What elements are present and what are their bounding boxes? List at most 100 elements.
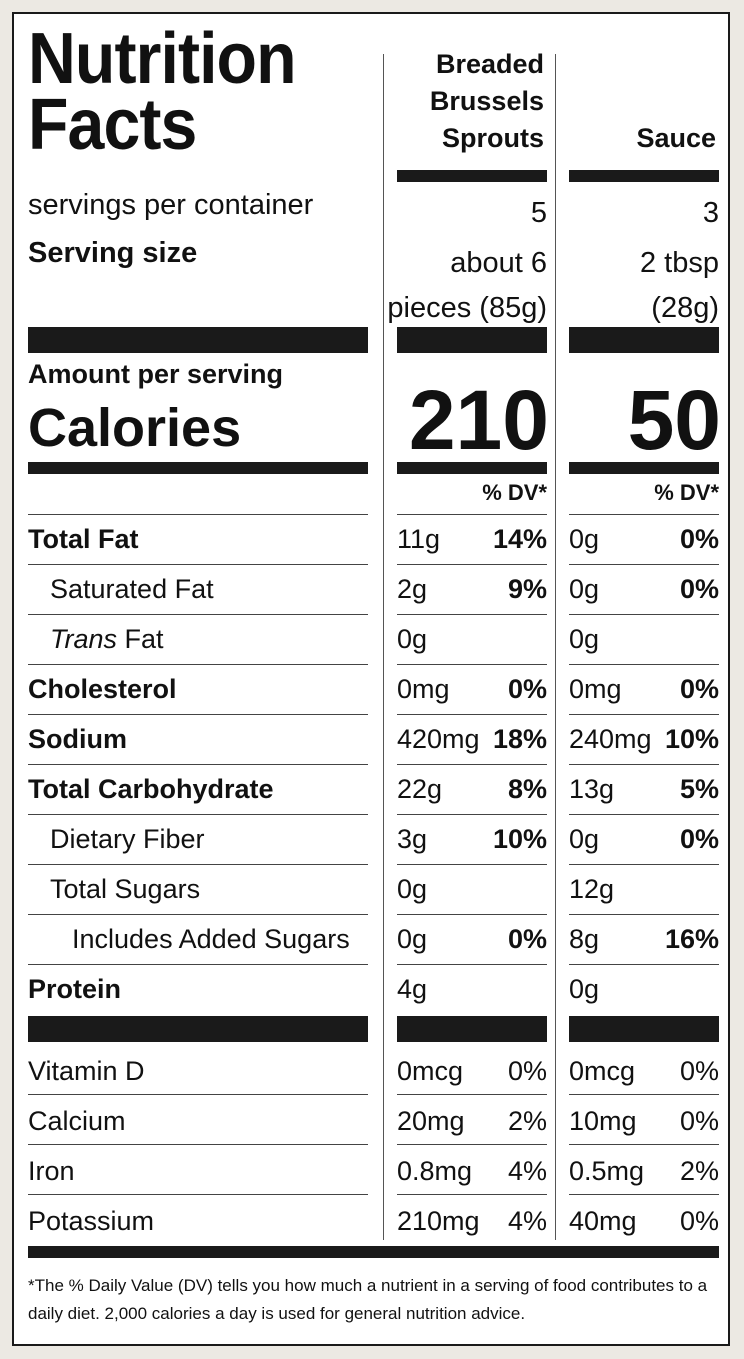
dv-col2: 0%: [679, 674, 719, 704]
serving-size-label: Serving size: [28, 237, 198, 269]
vit-amount-col1: 0mcg: [397, 1056, 464, 1086]
medium-bar-label-col: [28, 462, 368, 474]
amount-col2: 0g: [569, 624, 600, 654]
vit-line: [569, 1194, 719, 1195]
vit-amount-col1: 0.8mg: [397, 1156, 473, 1186]
amount-col1: 0g: [397, 874, 428, 904]
serving-size-col2: 2 tbsp (28g): [640, 247, 719, 324]
amount-col1: 11g: [397, 524, 441, 554]
row-line: [28, 914, 368, 915]
vit-dv-col2: 0%: [679, 1056, 719, 1086]
dv-col1: 18%: [492, 724, 547, 754]
vitamin-name: Vitamin D: [28, 1056, 145, 1086]
amount-col2: 240mg: [569, 724, 652, 754]
vit-line: [397, 1144, 547, 1145]
row-line: [569, 714, 719, 715]
vit-dv-col1: 0%: [507, 1056, 547, 1086]
dv-col2: 5%: [679, 774, 719, 804]
row-line: [569, 564, 719, 565]
nutrient-name: Total Fat: [28, 524, 139, 554]
vit-dv-col2: 2%: [679, 1156, 719, 1186]
column-header-brussels-sprouts: Breaded Brussels Sprouts: [429, 49, 544, 153]
row-line: [28, 864, 368, 865]
nutrient-name: Sodium: [28, 724, 127, 754]
row-line: [28, 664, 368, 665]
vit-dv-col1: 4%: [507, 1156, 547, 1186]
row-line: [397, 964, 547, 965]
amount-col2: 0g: [569, 824, 600, 854]
row-line: [569, 914, 719, 915]
vit-dv-col1: 2%: [507, 1106, 547, 1136]
row-line: [397, 514, 547, 515]
servings-col1: 5: [530, 197, 547, 229]
header-bar-col2: [569, 170, 719, 182]
thick-bar-label-col: [28, 327, 368, 353]
nutrient-name: Total Carbohydrate: [28, 774, 274, 804]
vit-amount-col1: 210mg: [397, 1206, 480, 1236]
vit-line: [569, 1144, 719, 1145]
amount-col2: 0g: [569, 574, 600, 604]
row-line: [28, 564, 368, 565]
label-title: Nutrition Facts: [28, 23, 297, 161]
dv-col2: 0%: [679, 574, 719, 604]
row-line: [397, 864, 547, 865]
dv-header-col2: % DV*: [654, 480, 719, 505]
row-line: [28, 514, 368, 515]
nutrition-facts-label: Nutrition Facts Breaded Brussels Sprouts …: [12, 12, 730, 1346]
vit-line: [28, 1144, 368, 1145]
dv-col2: 0%: [679, 824, 719, 854]
row-line: [569, 664, 719, 665]
amount-col2: 12g: [569, 874, 615, 904]
column-divider-right: [555, 54, 556, 1240]
servings-per-container-label: servings per container: [28, 189, 314, 221]
row-line: [28, 964, 368, 965]
medium-bar-col2: [569, 462, 719, 474]
calories-col1: 210: [408, 373, 549, 467]
dv-col2: 16%: [664, 924, 719, 954]
thick-bar-col1: [397, 327, 547, 353]
calories-col2: 50: [627, 373, 721, 467]
vitamin-name: Potassium: [28, 1206, 155, 1236]
amount-col1: 0g: [397, 924, 428, 954]
row-line: [397, 814, 547, 815]
row-line: [28, 814, 368, 815]
header-bar-col1: [397, 170, 547, 182]
vitamin-name: Calcium: [28, 1106, 126, 1136]
vit-line: [28, 1094, 368, 1095]
amount-col1: 4g: [397, 974, 428, 1004]
row-line: [28, 714, 368, 715]
nutrient-name: Includes Added Sugars: [72, 924, 350, 954]
nutrient-name: Total Sugars: [50, 874, 201, 904]
row-line: [397, 614, 547, 615]
row-line: [569, 964, 719, 965]
amount-col2: 8g: [569, 924, 600, 954]
dv-col1: 0%: [507, 674, 547, 704]
nutrient-name: Saturated Fat: [50, 574, 214, 604]
row-line: [397, 914, 547, 915]
medium-bar-col1: [397, 462, 547, 474]
amount-col2: 13g: [569, 774, 615, 804]
amount-col2: 0mg: [569, 674, 622, 704]
amount-col1: 2g: [397, 574, 428, 604]
column-header-sauce: Sauce: [636, 123, 716, 153]
dv-col1: 10%: [492, 824, 547, 854]
calories-label: Calories: [28, 398, 242, 458]
amount-col1: 420mg: [397, 724, 480, 754]
row-line: [397, 564, 547, 565]
amount-col1: 22g: [397, 774, 443, 804]
vit-amount-col2: 10mg: [569, 1106, 637, 1136]
vit-line: [397, 1194, 547, 1195]
vit-amount-col1: 20mg: [397, 1106, 465, 1136]
vit-dv-col2: 0%: [679, 1106, 719, 1136]
vit-amount-col2: 0.5mg: [569, 1156, 645, 1186]
row-line: [569, 864, 719, 865]
thick-bar-col2: [569, 327, 719, 353]
vit-amount-col2: 40mg: [569, 1206, 637, 1236]
amount-col1: 0g: [397, 624, 428, 654]
vit-dv-col1: 4%: [507, 1206, 547, 1236]
nutrient-name: Dietary Fiber: [50, 824, 205, 854]
dv-col1: 8%: [507, 774, 547, 804]
vit-line: [569, 1094, 719, 1095]
thick-bar2-label-col: [28, 1016, 368, 1042]
thick-bar2-col2: [569, 1016, 719, 1042]
